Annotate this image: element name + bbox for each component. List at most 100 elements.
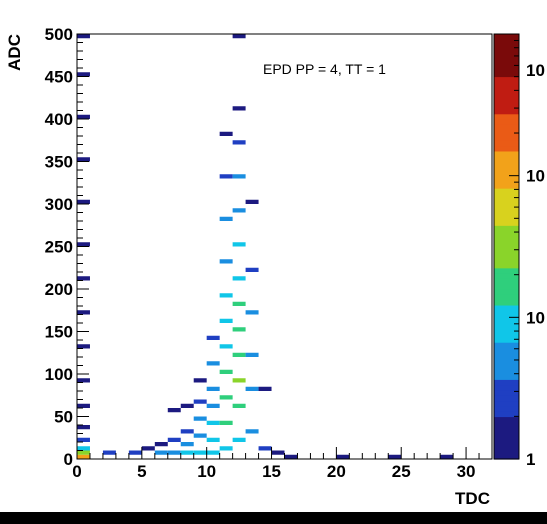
colorbar-segment [494,34,519,40]
colorbar-segment [494,81,519,88]
heatmap-cell-39 [206,335,220,340]
heatmap-cell-25 [180,442,194,447]
heatmap-cell-23 [167,408,181,413]
heatmap-cell-20 [154,442,168,447]
colorbar-segment [494,113,519,120]
heatmap-cell-19 [154,450,168,455]
heatmap-cell-34 [206,437,220,442]
colorbar-segment [494,188,519,194]
y-tick-label: 150 [45,323,73,342]
heatmap-cell-57 [232,276,246,281]
colorbar-tick-label: 1 [526,450,535,469]
colorbar-segment [494,368,519,375]
heatmap-cell-9 [77,276,90,281]
colorbar-segment [494,443,519,449]
y-tick-label: 0 [64,450,73,469]
heatmap-cell-62 [232,106,246,111]
colorbar-segment [494,172,519,179]
heatmap-cell-31 [193,399,207,404]
colorbar-segment [494,193,519,200]
colorbar-segment [494,145,519,152]
colorbar-segment [494,384,519,391]
heatmap-cell-8 [77,310,90,315]
heatmap-cell-68 [245,267,259,272]
colorbar-segment [494,129,519,136]
colorbar-segment [494,103,519,109]
colorbar-segment [494,448,519,455]
colorbar-segment [494,97,519,104]
heatmap-cell-12 [77,157,90,162]
y-tick-label: 400 [45,110,73,129]
heatmap-cell-75 [388,454,402,459]
colorbar-segment [494,283,519,290]
colorbar-segment [494,65,519,72]
x-tick-label: 25 [392,462,411,481]
heatmap-chart: 0 5 10 15 20 25 30 0 50 100 150 200 250 300 350 400 450… [5,25,545,508]
heatmap-cell-35 [206,420,220,425]
y-tick-label: 100 [45,365,73,384]
colorbar-segment [494,432,519,439]
colorbar-segment [494,267,519,274]
heatmap-cells [77,34,454,459]
y-axis-label: ADC [5,34,24,71]
colorbar-segment [494,363,519,370]
x-tick-label: 10 [197,462,216,481]
colorbar-segment [494,76,519,83]
heatmap-cell-22 [167,437,181,442]
heatmap-cell-61 [232,140,246,145]
y-tick-label: 500 [45,25,73,44]
y-axis: 0 50 100 150 200 250 300 350 400 450 500 [45,25,89,469]
colorbar-segment [494,251,519,258]
x-tick-label: 0 [72,462,81,481]
colorbar-segment [494,336,519,343]
heatmap-cell-63 [232,34,246,39]
colorbar-segment [494,389,519,396]
colorbar-segment [494,416,519,423]
colorbar-segment [494,230,519,237]
heatmap-cell-29 [193,433,207,438]
colorbar-segment [494,55,519,62]
heatmap-cell-71 [258,386,272,391]
y-tick-label: 350 [45,153,73,172]
colorbar-segment [494,342,519,349]
colorbar-segment [494,156,519,163]
heatmap-cell-2 [77,446,90,451]
heatmap-cell-14 [77,72,90,77]
colorbar-segment [494,320,519,327]
heatmap-cell-69 [245,199,259,204]
heatmap-cell-58 [232,242,246,247]
heatmap-cell-36 [206,403,220,408]
colorbar-segment [494,214,519,221]
heatmap-cell-3 [77,437,90,442]
heatmap-cell-48 [219,216,233,221]
colorbar-segment [494,177,519,184]
colorbar-segment [494,289,519,295]
colorbar-tick-label: 10 [526,167,545,186]
colorbar-segment [494,219,519,226]
heatmap-cell-10 [77,242,90,247]
colorbar-segment [494,347,519,354]
heatmap-cell-55 [232,327,246,332]
colorbar-segment [494,310,519,317]
colorbar-segment [494,87,519,94]
heatmap-cell-41 [219,420,233,425]
colorbar-segment [494,150,519,157]
colorbar-segment [494,326,519,333]
colorbar-segment [494,315,519,322]
colorbar-segment [494,134,519,141]
heatmap-cell-45 [219,318,233,323]
colorbar-segment [494,108,519,115]
colorbar-segment [494,124,519,131]
x-tick-label: 15 [262,462,281,481]
colorbar: 1 10 10 10 [493,33,545,469]
heatmap-cell-11 [77,199,90,204]
heatmap-cell-74 [336,454,350,459]
colorbar-segment [494,60,519,67]
colorbar-segment [494,411,519,418]
heatmap-cell-44 [219,344,233,349]
colorbar-segment [494,299,519,306]
heatmap-cell-27 [180,403,194,408]
heatmap-cell-46 [219,293,233,298]
colorbar-segment [494,182,519,189]
heatmap-cell-15 [77,34,90,39]
